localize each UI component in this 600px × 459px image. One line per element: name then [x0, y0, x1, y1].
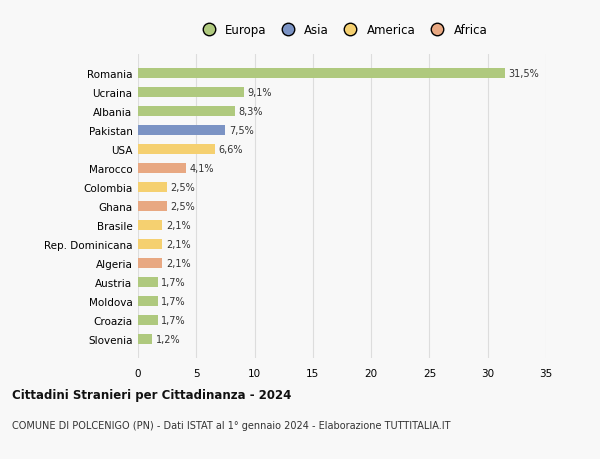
Text: 2,1%: 2,1%	[166, 220, 191, 230]
Text: 7,5%: 7,5%	[229, 126, 254, 136]
Text: 6,6%: 6,6%	[218, 145, 243, 155]
Bar	[138, 88, 244, 98]
Bar	[138, 69, 505, 79]
Text: 1,2%: 1,2%	[155, 334, 180, 344]
Text: 4,1%: 4,1%	[189, 164, 214, 174]
Bar	[138, 145, 215, 155]
Bar	[138, 239, 163, 250]
Bar	[138, 202, 167, 212]
Bar	[138, 220, 163, 231]
Text: 9,1%: 9,1%	[248, 88, 272, 98]
Legend: Europa, Asia, America, Africa: Europa, Asia, America, Africa	[194, 22, 490, 39]
Bar	[138, 182, 167, 193]
Text: 2,5%: 2,5%	[170, 183, 196, 193]
Text: 8,3%: 8,3%	[238, 107, 263, 117]
Text: 1,7%: 1,7%	[161, 296, 186, 306]
Bar	[138, 258, 163, 269]
Text: COMUNE DI POLCENIGO (PN) - Dati ISTAT al 1° gennaio 2024 - Elaborazione TUTTITAL: COMUNE DI POLCENIGO (PN) - Dati ISTAT al…	[12, 420, 451, 430]
Bar	[138, 296, 158, 307]
Bar	[138, 277, 158, 287]
Text: 2,1%: 2,1%	[166, 240, 191, 249]
Text: 1,7%: 1,7%	[161, 277, 186, 287]
Text: 1,7%: 1,7%	[161, 315, 186, 325]
Text: 2,1%: 2,1%	[166, 258, 191, 269]
Bar	[138, 315, 158, 325]
Bar	[138, 106, 235, 117]
Bar	[138, 163, 186, 174]
Bar	[138, 126, 226, 136]
Text: Cittadini Stranieri per Cittadinanza - 2024: Cittadini Stranieri per Cittadinanza - 2…	[12, 388, 292, 401]
Text: 31,5%: 31,5%	[509, 69, 539, 79]
Text: 2,5%: 2,5%	[170, 202, 196, 212]
Bar	[138, 334, 152, 344]
